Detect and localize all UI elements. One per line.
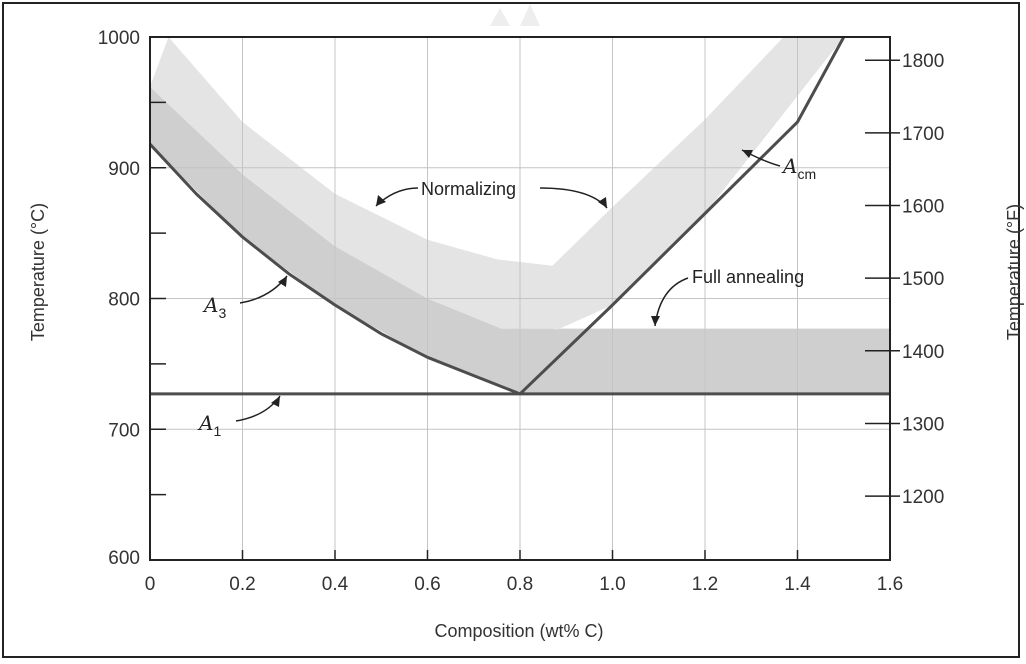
y-tick-label-right: 1500 (902, 269, 944, 290)
y-tick-label-left: 1000 (98, 28, 140, 49)
y-tick-label-right: 1800 (902, 51, 944, 72)
y-tick-label-left: 900 (108, 159, 140, 180)
full-annealing-arrow (654, 277, 689, 327)
y-tick-label-right: 1600 (902, 197, 944, 218)
x-tick-label: 1.0 (599, 574, 625, 595)
grid-lines (150, 37, 890, 560)
phase-boundaries (150, 37, 890, 396)
full-annealing-arrowhead (651, 316, 660, 326)
a3-label: A3 (202, 293, 226, 321)
x-tick-label: 0.4 (322, 574, 349, 595)
y-tick-label-right: 1200 (902, 487, 944, 508)
y-tick-label-right: 1300 (902, 414, 944, 435)
tick-marks (149, 59, 900, 560)
watermark-logo (490, 4, 540, 26)
y-tick-label-left: 700 (108, 420, 140, 441)
acm-arrowhead (742, 150, 753, 158)
y-axis-title-right: Temperature (°F) (1004, 204, 1024, 340)
y-tick-label-right: 1700 (902, 124, 944, 145)
x-tick-label: 1.6 (877, 574, 903, 595)
line-acm (518, 37, 846, 395)
x-tick-label: 1.2 (692, 574, 718, 595)
full-annealing-label: Full annealing (692, 267, 804, 287)
x-tick-label: 0.2 (229, 574, 255, 595)
a1-label: A1 (197, 411, 221, 439)
x-tick-label: 0 (145, 574, 156, 595)
x-tick-label: 1.4 (784, 574, 811, 595)
normalizing-arrow-right (539, 187, 608, 209)
y-axis-title-left: Temperature (°C) (28, 203, 48, 341)
y-tick-label-left: 600 (108, 548, 140, 569)
annotations: Normalizing Full annealing A3 A1 Acm (197, 149, 816, 439)
acm-label: Acm (781, 154, 816, 182)
normalizing-arrowhead-right (598, 197, 607, 208)
x-tick-label: 0.6 (414, 574, 440, 595)
x-tick-label: 0.8 (507, 574, 533, 595)
line-a3 (150, 143, 521, 396)
a3-arrowhead (278, 276, 287, 287)
x-axis-title: Composition (wt% C) (434, 621, 603, 641)
y-tick-label-left: 800 (108, 290, 140, 311)
y-tick-label-right: 1400 (902, 342, 944, 363)
tick-labels: 0 0.2 0.4 0.6 0.8 1.0 1.2 1.4 1.6 600 700 800 900 100… (98, 28, 945, 595)
a1-arrowhead (271, 396, 280, 407)
normalizing-arrowhead-left (376, 195, 386, 206)
normalizing-label: Normalizing (421, 179, 516, 199)
